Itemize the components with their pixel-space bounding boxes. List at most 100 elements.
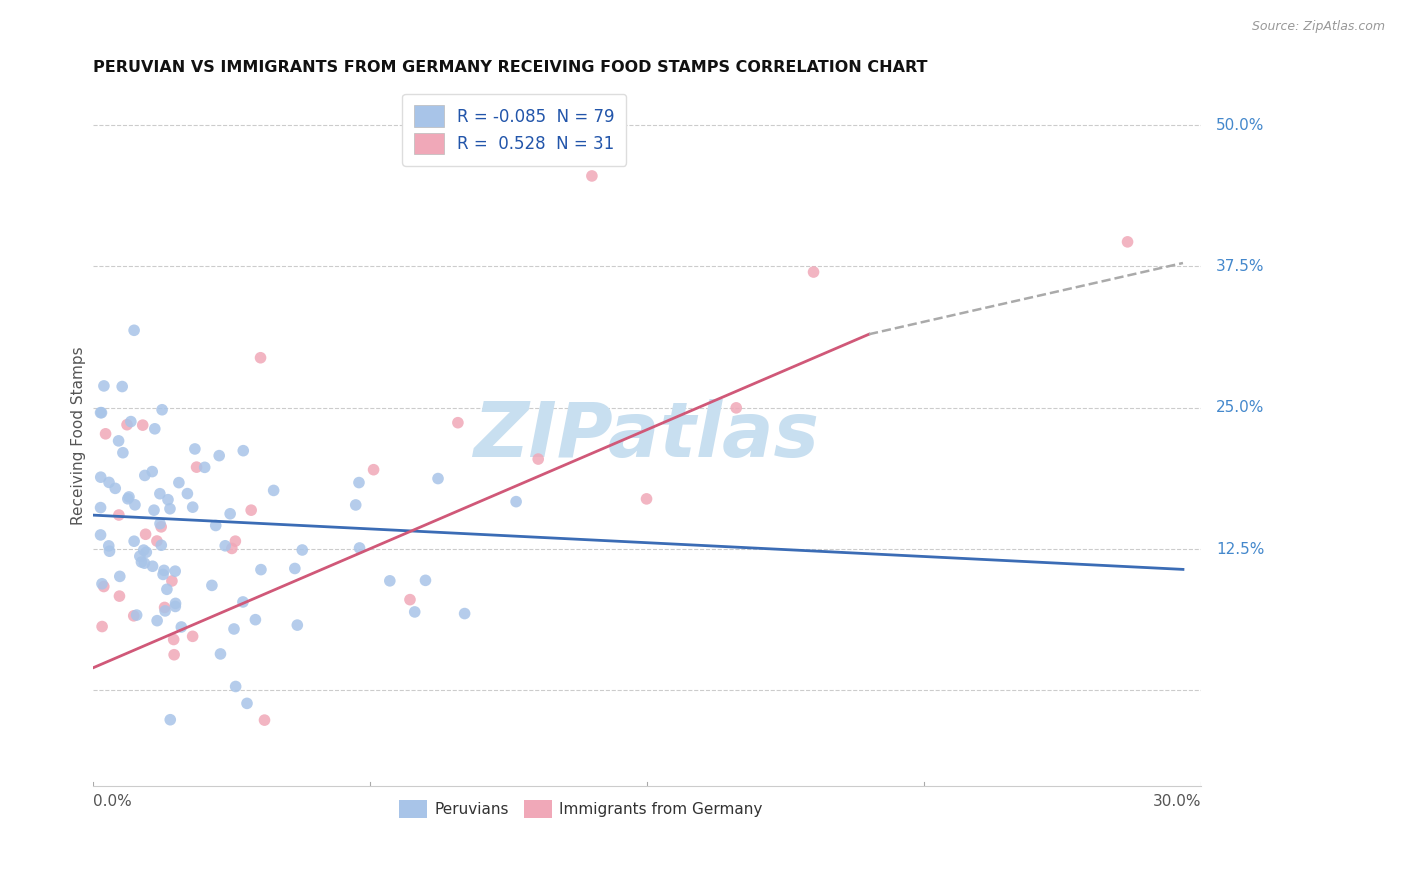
Point xyxy=(159,713,181,727)
Point xyxy=(125,608,148,623)
Point xyxy=(363,463,385,477)
Point xyxy=(153,563,176,577)
Text: 25.0%: 25.0% xyxy=(1216,401,1264,415)
Point xyxy=(232,443,254,458)
Text: 37.5%: 37.5% xyxy=(1216,259,1265,274)
Point xyxy=(90,470,112,484)
Point xyxy=(209,647,232,661)
Point xyxy=(415,574,437,588)
Point xyxy=(150,520,173,534)
Point xyxy=(91,576,114,591)
Point xyxy=(253,713,276,727)
Point xyxy=(117,491,139,506)
Point xyxy=(108,589,131,603)
Point xyxy=(94,426,117,441)
Point xyxy=(131,555,153,569)
Point xyxy=(90,500,112,515)
Point xyxy=(108,569,131,583)
Point xyxy=(135,527,157,541)
Point xyxy=(146,534,169,549)
Point xyxy=(184,442,207,456)
Point xyxy=(160,574,183,588)
Point xyxy=(134,468,156,483)
Point xyxy=(349,541,371,555)
Point xyxy=(222,622,245,636)
Point xyxy=(285,618,308,632)
Point xyxy=(803,265,825,279)
Point xyxy=(97,539,120,553)
Text: 0.0%: 0.0% xyxy=(93,795,132,809)
Point xyxy=(90,528,112,542)
Text: PERUVIAN VS IMMIGRANTS FROM GERMANY RECEIVING FOOD STAMPS CORRELATION CHART: PERUVIAN VS IMMIGRANTS FROM GERMANY RECE… xyxy=(93,60,928,75)
Point xyxy=(134,556,156,570)
Text: Source: ZipAtlas.com: Source: ZipAtlas.com xyxy=(1251,20,1385,33)
Point xyxy=(159,501,181,516)
Point xyxy=(91,619,114,633)
Point xyxy=(150,538,173,552)
Point xyxy=(122,608,145,623)
Point xyxy=(120,415,142,429)
Point xyxy=(204,518,226,533)
Point xyxy=(427,472,450,486)
Point xyxy=(399,592,422,607)
Point xyxy=(186,460,208,475)
Point xyxy=(165,564,187,578)
Point xyxy=(240,503,263,517)
Legend: Peruvians, Immigrants from Germany: Peruvians, Immigrants from Germany xyxy=(394,794,769,824)
Point xyxy=(176,486,198,500)
Text: 12.5%: 12.5% xyxy=(1216,541,1264,557)
Point xyxy=(153,600,176,615)
Text: 50.0%: 50.0% xyxy=(1216,118,1264,133)
Point xyxy=(214,539,236,553)
Y-axis label: Receiving Food Stamps: Receiving Food Stamps xyxy=(72,347,86,525)
Point xyxy=(150,402,173,417)
Point xyxy=(170,620,193,634)
Point xyxy=(263,483,285,498)
Point xyxy=(284,561,307,575)
Point xyxy=(146,614,169,628)
Point xyxy=(291,543,314,558)
Point xyxy=(167,475,190,490)
Point xyxy=(208,449,231,463)
Point xyxy=(181,500,204,515)
Point xyxy=(163,648,186,662)
Point xyxy=(194,460,217,475)
Point xyxy=(135,545,157,559)
Point xyxy=(149,486,172,500)
Text: ZIPatlas: ZIPatlas xyxy=(474,399,820,473)
Point xyxy=(108,508,131,522)
Point xyxy=(181,629,204,643)
Point xyxy=(221,541,243,556)
Point xyxy=(132,543,155,558)
Point xyxy=(581,169,603,183)
Point xyxy=(131,418,153,433)
Point xyxy=(165,596,187,610)
Point xyxy=(232,595,254,609)
Point xyxy=(115,417,138,432)
Point xyxy=(93,379,115,393)
Point xyxy=(1116,235,1139,249)
Point xyxy=(378,574,401,588)
Point xyxy=(98,544,121,558)
Point xyxy=(141,465,163,479)
Point xyxy=(122,534,145,549)
Point xyxy=(143,422,166,436)
Point xyxy=(156,582,179,597)
Point xyxy=(201,578,224,592)
Point xyxy=(156,492,179,507)
Point xyxy=(225,680,247,694)
Point xyxy=(725,401,748,415)
Point xyxy=(250,563,273,577)
Point xyxy=(447,416,470,430)
Point xyxy=(153,604,176,618)
Point xyxy=(245,613,267,627)
Point xyxy=(111,446,134,460)
Point xyxy=(122,323,145,337)
Point xyxy=(249,351,271,365)
Point xyxy=(128,549,150,564)
Point xyxy=(111,379,134,393)
Point xyxy=(163,632,186,647)
Point xyxy=(453,607,475,621)
Point xyxy=(124,498,146,512)
Point xyxy=(107,434,129,448)
